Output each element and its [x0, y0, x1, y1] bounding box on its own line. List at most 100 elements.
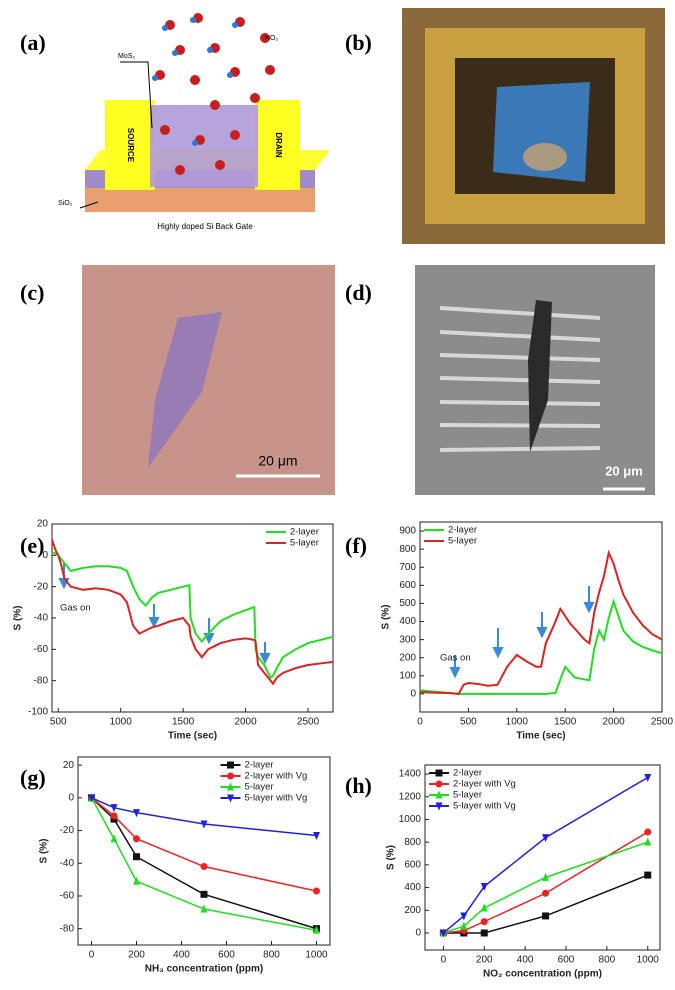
x-tick-label: 600 — [218, 950, 235, 961]
legend-label: 2-layer — [453, 768, 482, 779]
legend-marker — [227, 773, 234, 780]
y-axis-title: S (%) — [386, 845, 397, 870]
legend-label: 2-layer with Vg — [453, 779, 516, 790]
y-tick-label: -60 — [60, 891, 75, 902]
y-tick-label: 0 — [42, 550, 48, 561]
label: DRAIN — [274, 132, 283, 158]
series-line — [52, 552, 333, 677]
y-tick-label: 500 — [399, 598, 416, 609]
y-tick-label: 300 — [399, 634, 416, 645]
legend-label: 5-layer — [290, 538, 319, 549]
x-tick-label: 500 — [50, 717, 67, 728]
shape — [85, 188, 315, 212]
label: SiO₂ — [58, 200, 73, 207]
shape — [523, 143, 567, 171]
y-tick-label: 1400 — [399, 769, 422, 780]
panel-label: (a) — [20, 30, 46, 55]
y-axis-title: S (%) — [39, 839, 50, 864]
x-tick-label: 0 — [89, 950, 95, 961]
panel-label: (c) — [20, 280, 44, 305]
legend-label: 2-layer with Vg — [245, 771, 308, 782]
y-tick-label: 20 — [37, 519, 49, 530]
x-tick-label: 200 — [128, 950, 145, 961]
panel-label: (e) — [20, 533, 44, 558]
x-tick-label: 800 — [599, 955, 616, 966]
marker — [133, 835, 140, 842]
y-tick-label: -80 — [34, 675, 49, 686]
y-axis-title: S (%) — [13, 606, 24, 631]
x-tick-label: 500 — [460, 717, 477, 728]
marker — [542, 912, 549, 919]
legend-label: 2-layer — [290, 527, 319, 538]
x-tick-label: 400 — [517, 955, 534, 966]
y-tick-label: -60 — [34, 644, 49, 655]
plot-frame — [52, 524, 333, 712]
x-axis-title: Time (sec) — [168, 731, 217, 742]
y-tick-label: 1000 — [399, 814, 422, 825]
label: SOURCE — [126, 128, 135, 163]
legend-marker — [227, 762, 234, 769]
marker — [201, 891, 208, 898]
chip-photo — [402, 8, 665, 244]
y-tick-label: -100 — [28, 707, 48, 718]
y-tick-label: 1200 — [399, 791, 422, 802]
x-axis-title: NO₂ concentration (ppm) — [483, 969, 602, 980]
marker — [542, 834, 549, 842]
marker — [460, 912, 467, 920]
y-tick-label: -20 — [34, 581, 49, 592]
marker — [460, 922, 467, 930]
series-line — [92, 798, 317, 891]
scale-label: 20 μm — [605, 463, 643, 478]
marker — [542, 890, 549, 897]
x-tick-label: 2500 — [651, 717, 674, 728]
shape — [150, 105, 258, 187]
x-tick-label: 1000 — [305, 950, 328, 961]
legend-label: 2-layer — [245, 760, 274, 771]
x-tick-label: 2500 — [297, 717, 320, 728]
legend-label: 5-layer — [448, 536, 477, 547]
label: NO₂ — [265, 35, 279, 42]
annotation: Gas on — [440, 653, 471, 664]
annotation: Gas on — [60, 603, 91, 614]
marker — [111, 812, 118, 819]
panel-label: (b) — [345, 30, 372, 55]
y-tick-label: 800 — [404, 837, 421, 848]
x-axis-title: NH₃ concentration (ppm) — [145, 964, 264, 975]
marker — [481, 918, 488, 925]
label: MoS₂ — [118, 53, 135, 60]
x-tick-label: 2000 — [602, 717, 625, 728]
x-tick-label: 400 — [173, 950, 190, 961]
y-tick-label: 700 — [399, 562, 416, 573]
x-tick-label: 600 — [558, 955, 575, 966]
legend-label: 5-layer — [453, 790, 482, 801]
y-tick-label: 400 — [404, 882, 421, 893]
panel-label: (h) — [345, 773, 372, 798]
y-axis-title: S (%) — [381, 605, 392, 630]
scale-label: 20 μm — [258, 453, 297, 469]
plot-frame — [78, 757, 330, 945]
y-tick-label: 200 — [404, 905, 421, 916]
figure: (a) NO₂ MoS₂ SOURCE DRAIN SiO₂ Highly do… — [0, 0, 675, 990]
marker — [201, 863, 208, 870]
y-tick-label: 100 — [399, 670, 416, 681]
marker — [644, 872, 651, 879]
legend-marker — [436, 781, 443, 788]
y-tick-label: 900 — [399, 526, 416, 537]
marker — [313, 888, 320, 895]
x-tick-label: 1000 — [637, 955, 660, 966]
series-line — [443, 875, 647, 933]
x-tick-label: 0 — [441, 955, 447, 966]
x-tick-label: 800 — [263, 950, 280, 961]
marker — [133, 853, 140, 860]
y-tick-label: -20 — [60, 825, 75, 836]
x-tick-label: 1500 — [172, 717, 195, 728]
y-tick-label: 600 — [404, 860, 421, 871]
schematic — [80, 13, 330, 212]
legend-label: 5-layer with Vg — [245, 793, 308, 804]
x-axis-title: Time (sec) — [516, 731, 565, 742]
y-tick-label: -40 — [34, 613, 49, 624]
y-tick-label: 400 — [399, 616, 416, 627]
marker — [481, 929, 488, 936]
marker — [644, 828, 651, 835]
legend-label: 2-layer — [448, 525, 477, 536]
